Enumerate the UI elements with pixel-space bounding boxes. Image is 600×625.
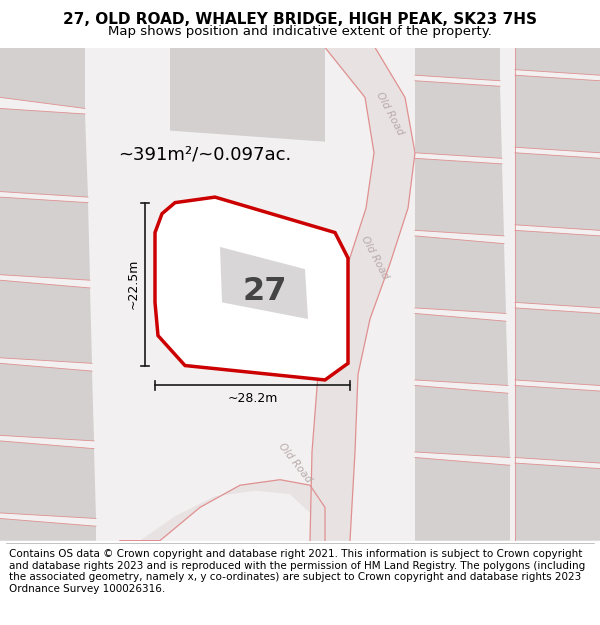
Polygon shape — [515, 463, 600, 541]
Polygon shape — [415, 236, 506, 314]
Polygon shape — [515, 75, 600, 152]
Polygon shape — [515, 386, 600, 463]
Polygon shape — [155, 197, 348, 380]
Text: ~28.2m: ~28.2m — [227, 392, 278, 405]
Text: 27: 27 — [243, 276, 287, 307]
Text: ~22.5m: ~22.5m — [127, 259, 140, 309]
Polygon shape — [0, 109, 88, 197]
Text: ~391m²/~0.097ac.: ~391m²/~0.097ac. — [118, 146, 292, 164]
Text: 27, OLD ROAD, WHALEY BRIDGE, HIGH PEAK, SK23 7HS: 27, OLD ROAD, WHALEY BRIDGE, HIGH PEAK, … — [63, 12, 537, 27]
Polygon shape — [0, 441, 96, 519]
Polygon shape — [220, 247, 308, 319]
Polygon shape — [415, 48, 500, 81]
Polygon shape — [170, 48, 325, 109]
Polygon shape — [0, 519, 96, 541]
Polygon shape — [415, 314, 508, 386]
Polygon shape — [515, 152, 600, 231]
Polygon shape — [515, 48, 600, 75]
Text: Map shows position and indicative extent of the property.: Map shows position and indicative extent… — [108, 25, 492, 38]
Polygon shape — [0, 197, 90, 280]
Text: Old Road: Old Road — [359, 235, 391, 281]
Polygon shape — [515, 231, 600, 308]
Polygon shape — [415, 386, 510, 458]
Polygon shape — [0, 363, 94, 441]
Polygon shape — [415, 458, 510, 541]
Text: Contains OS data © Crown copyright and database right 2021. This information is : Contains OS data © Crown copyright and d… — [9, 549, 585, 594]
Polygon shape — [0, 48, 85, 109]
Polygon shape — [415, 81, 502, 158]
Polygon shape — [0, 48, 600, 541]
Polygon shape — [0, 280, 92, 363]
Polygon shape — [120, 479, 325, 541]
Polygon shape — [415, 158, 504, 236]
Polygon shape — [515, 308, 600, 386]
Text: Old Road: Old Road — [374, 91, 406, 138]
Text: Old Road: Old Road — [277, 441, 314, 485]
Polygon shape — [170, 48, 325, 142]
Polygon shape — [310, 48, 415, 541]
